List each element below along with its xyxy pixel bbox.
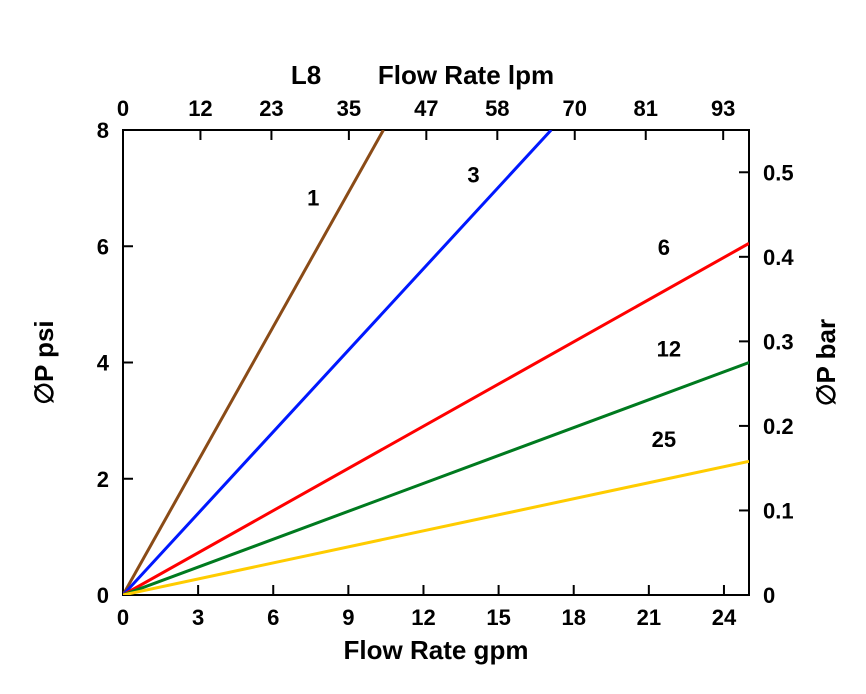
x-bottom-tick-label: 24 <box>712 605 737 630</box>
x-top-title: Flow Rate lpm <box>378 60 554 90</box>
x-top-tick-label: 23 <box>259 96 283 121</box>
series-label-25: 25 <box>652 427 676 452</box>
x-top-tick-label: 35 <box>337 96 361 121</box>
x-bottom-tick-label: 18 <box>561 605 585 630</box>
x-bottom-tick-label: 6 <box>267 605 279 630</box>
series-label-1: 1 <box>307 186 319 211</box>
series-label-3: 3 <box>467 162 479 187</box>
pressure-drop-chart: 03691215182124012233547587081930246800.1… <box>0 0 866 694</box>
series-label-12: 12 <box>657 337 681 362</box>
x-top-tick-label: 70 <box>563 96 587 121</box>
x-bottom-tick-label: 9 <box>342 605 354 630</box>
x-bottom-title: Flow Rate gpm <box>344 635 529 665</box>
series-label-6: 6 <box>658 235 670 260</box>
chart-svg: 03691215182124012233547587081930246800.1… <box>0 0 866 694</box>
y-right-tick-label: 0.5 <box>763 160 794 185</box>
x-top-tick-label: 0 <box>117 96 129 121</box>
x-bottom-tick-label: 21 <box>637 605 661 630</box>
y-left-tick-label: 6 <box>97 234 109 259</box>
x-top-tick-label: 93 <box>711 96 735 121</box>
x-bottom-tick-label: 0 <box>117 605 129 630</box>
y-right-title: ∅P bar <box>811 319 841 406</box>
x-bottom-tick-label: 12 <box>411 605 435 630</box>
chart-l8-label: L8 <box>291 60 321 90</box>
y-right-tick-label: 0.3 <box>763 329 794 354</box>
y-right-tick-label: 0 <box>763 583 775 608</box>
y-right-tick-label: 0.1 <box>763 498 794 523</box>
y-left-tick-label: 2 <box>97 467 109 492</box>
y-left-tick-label: 0 <box>97 583 109 608</box>
y-right-tick-label: 0.4 <box>763 245 794 270</box>
y-left-tick-label: 8 <box>97 118 109 143</box>
x-bottom-tick-label: 3 <box>192 605 204 630</box>
x-top-tick-label: 12 <box>188 96 212 121</box>
x-bottom-tick-label: 15 <box>486 605 510 630</box>
x-top-tick-label: 81 <box>634 96 658 121</box>
y-left-title: ∅P psi <box>29 320 59 404</box>
x-top-tick-label: 47 <box>414 96 438 121</box>
y-right-tick-label: 0.2 <box>763 414 794 439</box>
y-left-tick-label: 4 <box>97 351 110 376</box>
x-top-tick-label: 58 <box>485 96 509 121</box>
